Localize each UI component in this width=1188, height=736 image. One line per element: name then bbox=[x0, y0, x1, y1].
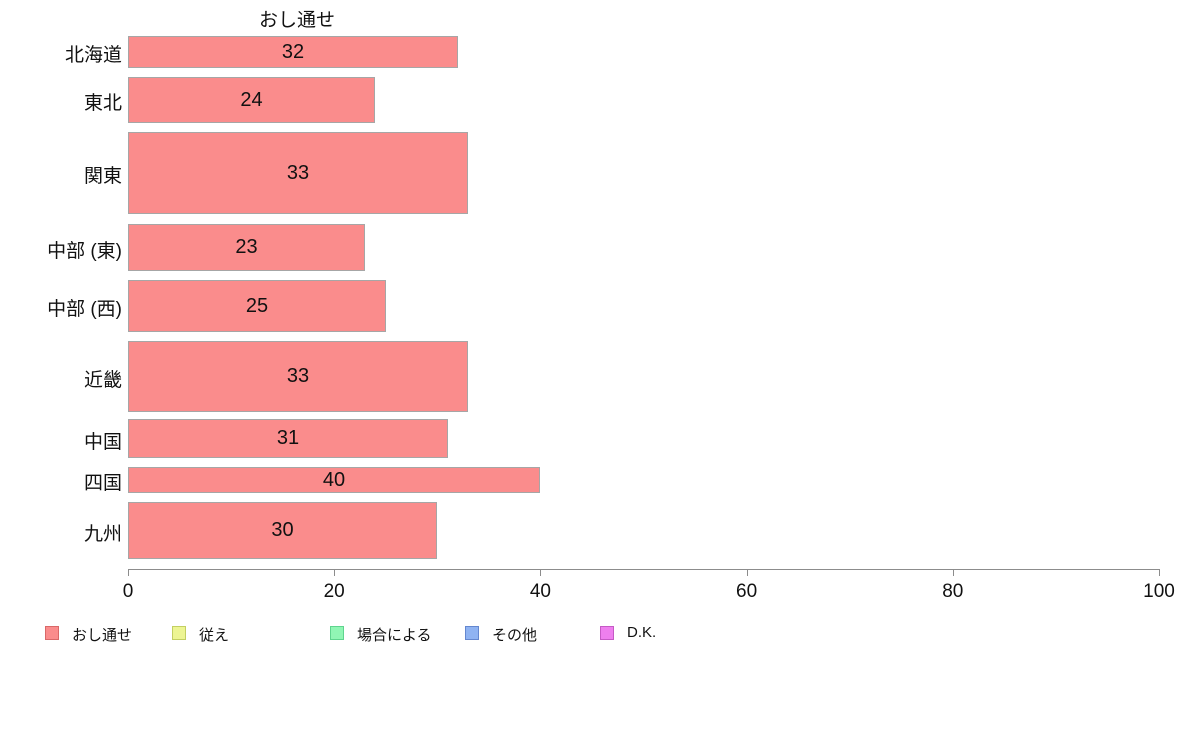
bar bbox=[128, 419, 448, 458]
bar-value-label: 33 bbox=[286, 365, 310, 387]
legend-label: D.K. bbox=[627, 624, 657, 641]
bar-value-label: 25 bbox=[245, 295, 269, 317]
legend-label: 従え bbox=[199, 627, 230, 644]
bar bbox=[128, 224, 365, 271]
legend-label: おし通せ bbox=[72, 627, 133, 644]
x-axis-line bbox=[128, 569, 1159, 570]
bar-value-label: 40 bbox=[322, 469, 346, 491]
bar bbox=[128, 280, 386, 332]
category-label: 関東 bbox=[83, 166, 122, 187]
bar-value-label: 23 bbox=[235, 236, 258, 258]
x-axis-tick bbox=[128, 569, 129, 576]
x-axis-tick-label: 60 bbox=[736, 581, 758, 602]
x-axis-tick bbox=[334, 569, 336, 576]
category-label: 北海道 bbox=[64, 45, 122, 66]
category-label: 東北 bbox=[83, 93, 122, 114]
legend-label: その他 bbox=[492, 627, 538, 644]
bar bbox=[128, 36, 458, 68]
x-axis-tick-label: 100 bbox=[1143, 581, 1175, 602]
legend-label: 場合による bbox=[357, 627, 432, 644]
legend-swatch bbox=[172, 626, 186, 640]
bar bbox=[128, 77, 375, 123]
category-label: 中部 (西) bbox=[47, 299, 122, 320]
legend-swatch bbox=[465, 626, 479, 640]
x-axis-tick bbox=[540, 569, 542, 576]
bar-value-label: 24 bbox=[240, 89, 263, 111]
bar-value-label: 33 bbox=[286, 162, 310, 184]
category-label: 中部 (東) bbox=[47, 240, 122, 262]
x-axis-tick-label: 0 bbox=[122, 581, 134, 602]
legend-swatch bbox=[330, 626, 344, 640]
bar bbox=[128, 132, 468, 214]
x-axis-tick-label: 40 bbox=[529, 581, 551, 602]
bar bbox=[128, 467, 540, 493]
x-axis-tick-label: 80 bbox=[942, 581, 964, 602]
legend-swatch bbox=[45, 626, 59, 640]
category-label: 九州 bbox=[83, 523, 122, 545]
bar-value-label: 32 bbox=[281, 41, 305, 63]
bar-value-label: 31 bbox=[276, 427, 300, 449]
category-label: 四国 bbox=[83, 473, 122, 494]
x-axis-tick bbox=[746, 569, 748, 576]
chart-title: おし通せ bbox=[258, 10, 336, 31]
x-axis-tick bbox=[1159, 569, 1160, 576]
bar bbox=[128, 341, 468, 412]
category-label: 中国 bbox=[83, 431, 122, 453]
x-axis-tick bbox=[952, 569, 954, 576]
x-axis-tick-label: 20 bbox=[323, 581, 345, 602]
bar bbox=[128, 502, 437, 559]
bar-value-label: 30 bbox=[271, 519, 294, 541]
legend-swatch bbox=[600, 626, 614, 640]
category-label: 近畿 bbox=[83, 369, 122, 391]
